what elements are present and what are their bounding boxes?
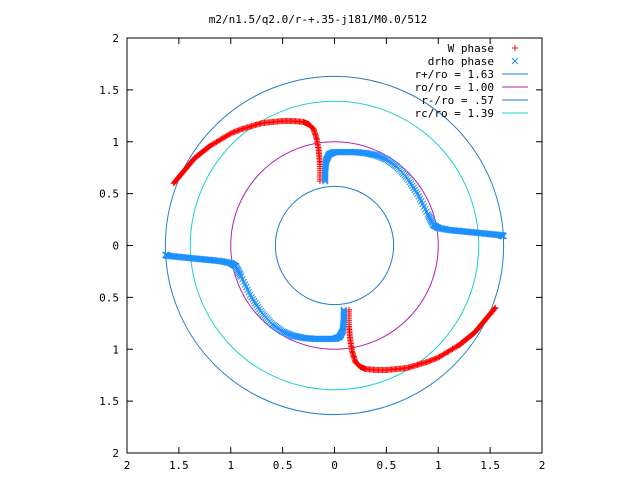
y-tick-label: 2 <box>112 32 119 45</box>
legend-label: r+/ro = 1.63 <box>415 68 494 81</box>
x-tick-label: 0.5 <box>376 459 396 472</box>
data-point <box>428 357 435 364</box>
data-point <box>292 332 299 340</box>
x-tick-labels: 2 1.5 1 0.5 0 0.5 1 1.5 2 <box>124 459 546 472</box>
x-tick-label: 1 <box>435 459 442 472</box>
data-point <box>435 354 442 361</box>
y-tick-label: 0 <box>112 240 119 253</box>
legend-label: r-/ro = .57 <box>421 94 494 107</box>
data-point <box>231 128 238 135</box>
data-point <box>235 127 242 134</box>
data-point <box>230 129 237 136</box>
data-point <box>436 353 443 360</box>
radius-circle <box>189 100 480 391</box>
legend-label: drho phase <box>428 55 494 68</box>
y-tick-label: 1.5 <box>99 395 119 408</box>
data-point <box>430 356 437 363</box>
y-tick-labels: 2 1.5 1 0.5 0 0.5 1 1.5 2 <box>99 32 119 460</box>
y-tick-label: 1 <box>112 343 119 356</box>
y-tick-label: 1.5 <box>99 84 119 97</box>
radius-circle <box>164 75 505 416</box>
x-tick-label: 0.5 <box>273 459 293 472</box>
axis-ticks <box>126 37 543 454</box>
legend-label: rc/ro = 1.39 <box>415 107 494 120</box>
data-point <box>226 131 233 138</box>
phase-points <box>162 118 507 373</box>
x-tick-label: 1.5 <box>480 459 500 472</box>
data-point <box>432 355 439 362</box>
legend-label: W phase <box>448 42 494 55</box>
data-point <box>426 358 433 365</box>
data-point <box>232 128 239 135</box>
data-point <box>427 357 434 364</box>
data-point <box>229 129 236 136</box>
chart-title: m2/n1.5/q2.0/r-+.35-j181/M0.0/512 <box>209 13 428 26</box>
legend-marker <box>512 45 518 51</box>
x-tick-label: 0 <box>331 459 338 472</box>
y-tick-label: 0.5 <box>99 188 119 201</box>
data-point <box>433 355 440 362</box>
legend-label: ro/ro = 1.00 <box>415 81 494 94</box>
x-tick-label: 1.5 <box>169 459 189 472</box>
x-tick-label: 2 <box>124 459 131 472</box>
y-tick-label: 1 <box>112 136 119 149</box>
y-tick-label: 0.5 <box>99 291 119 304</box>
data-point <box>236 126 243 133</box>
x-tick-label: 2 <box>539 459 546 472</box>
data-point <box>370 151 377 159</box>
data-point <box>162 251 169 259</box>
data-point <box>227 130 234 137</box>
data-point <box>234 127 241 134</box>
legend-marker <box>511 57 519 65</box>
radius-circle <box>230 141 439 350</box>
radius-circle <box>274 185 395 306</box>
data-point <box>500 232 507 240</box>
data-point <box>431 356 438 363</box>
x-tick-label: 1 <box>227 459 234 472</box>
radius-circles <box>164 75 505 416</box>
y-tick-label: 2 <box>112 447 119 460</box>
